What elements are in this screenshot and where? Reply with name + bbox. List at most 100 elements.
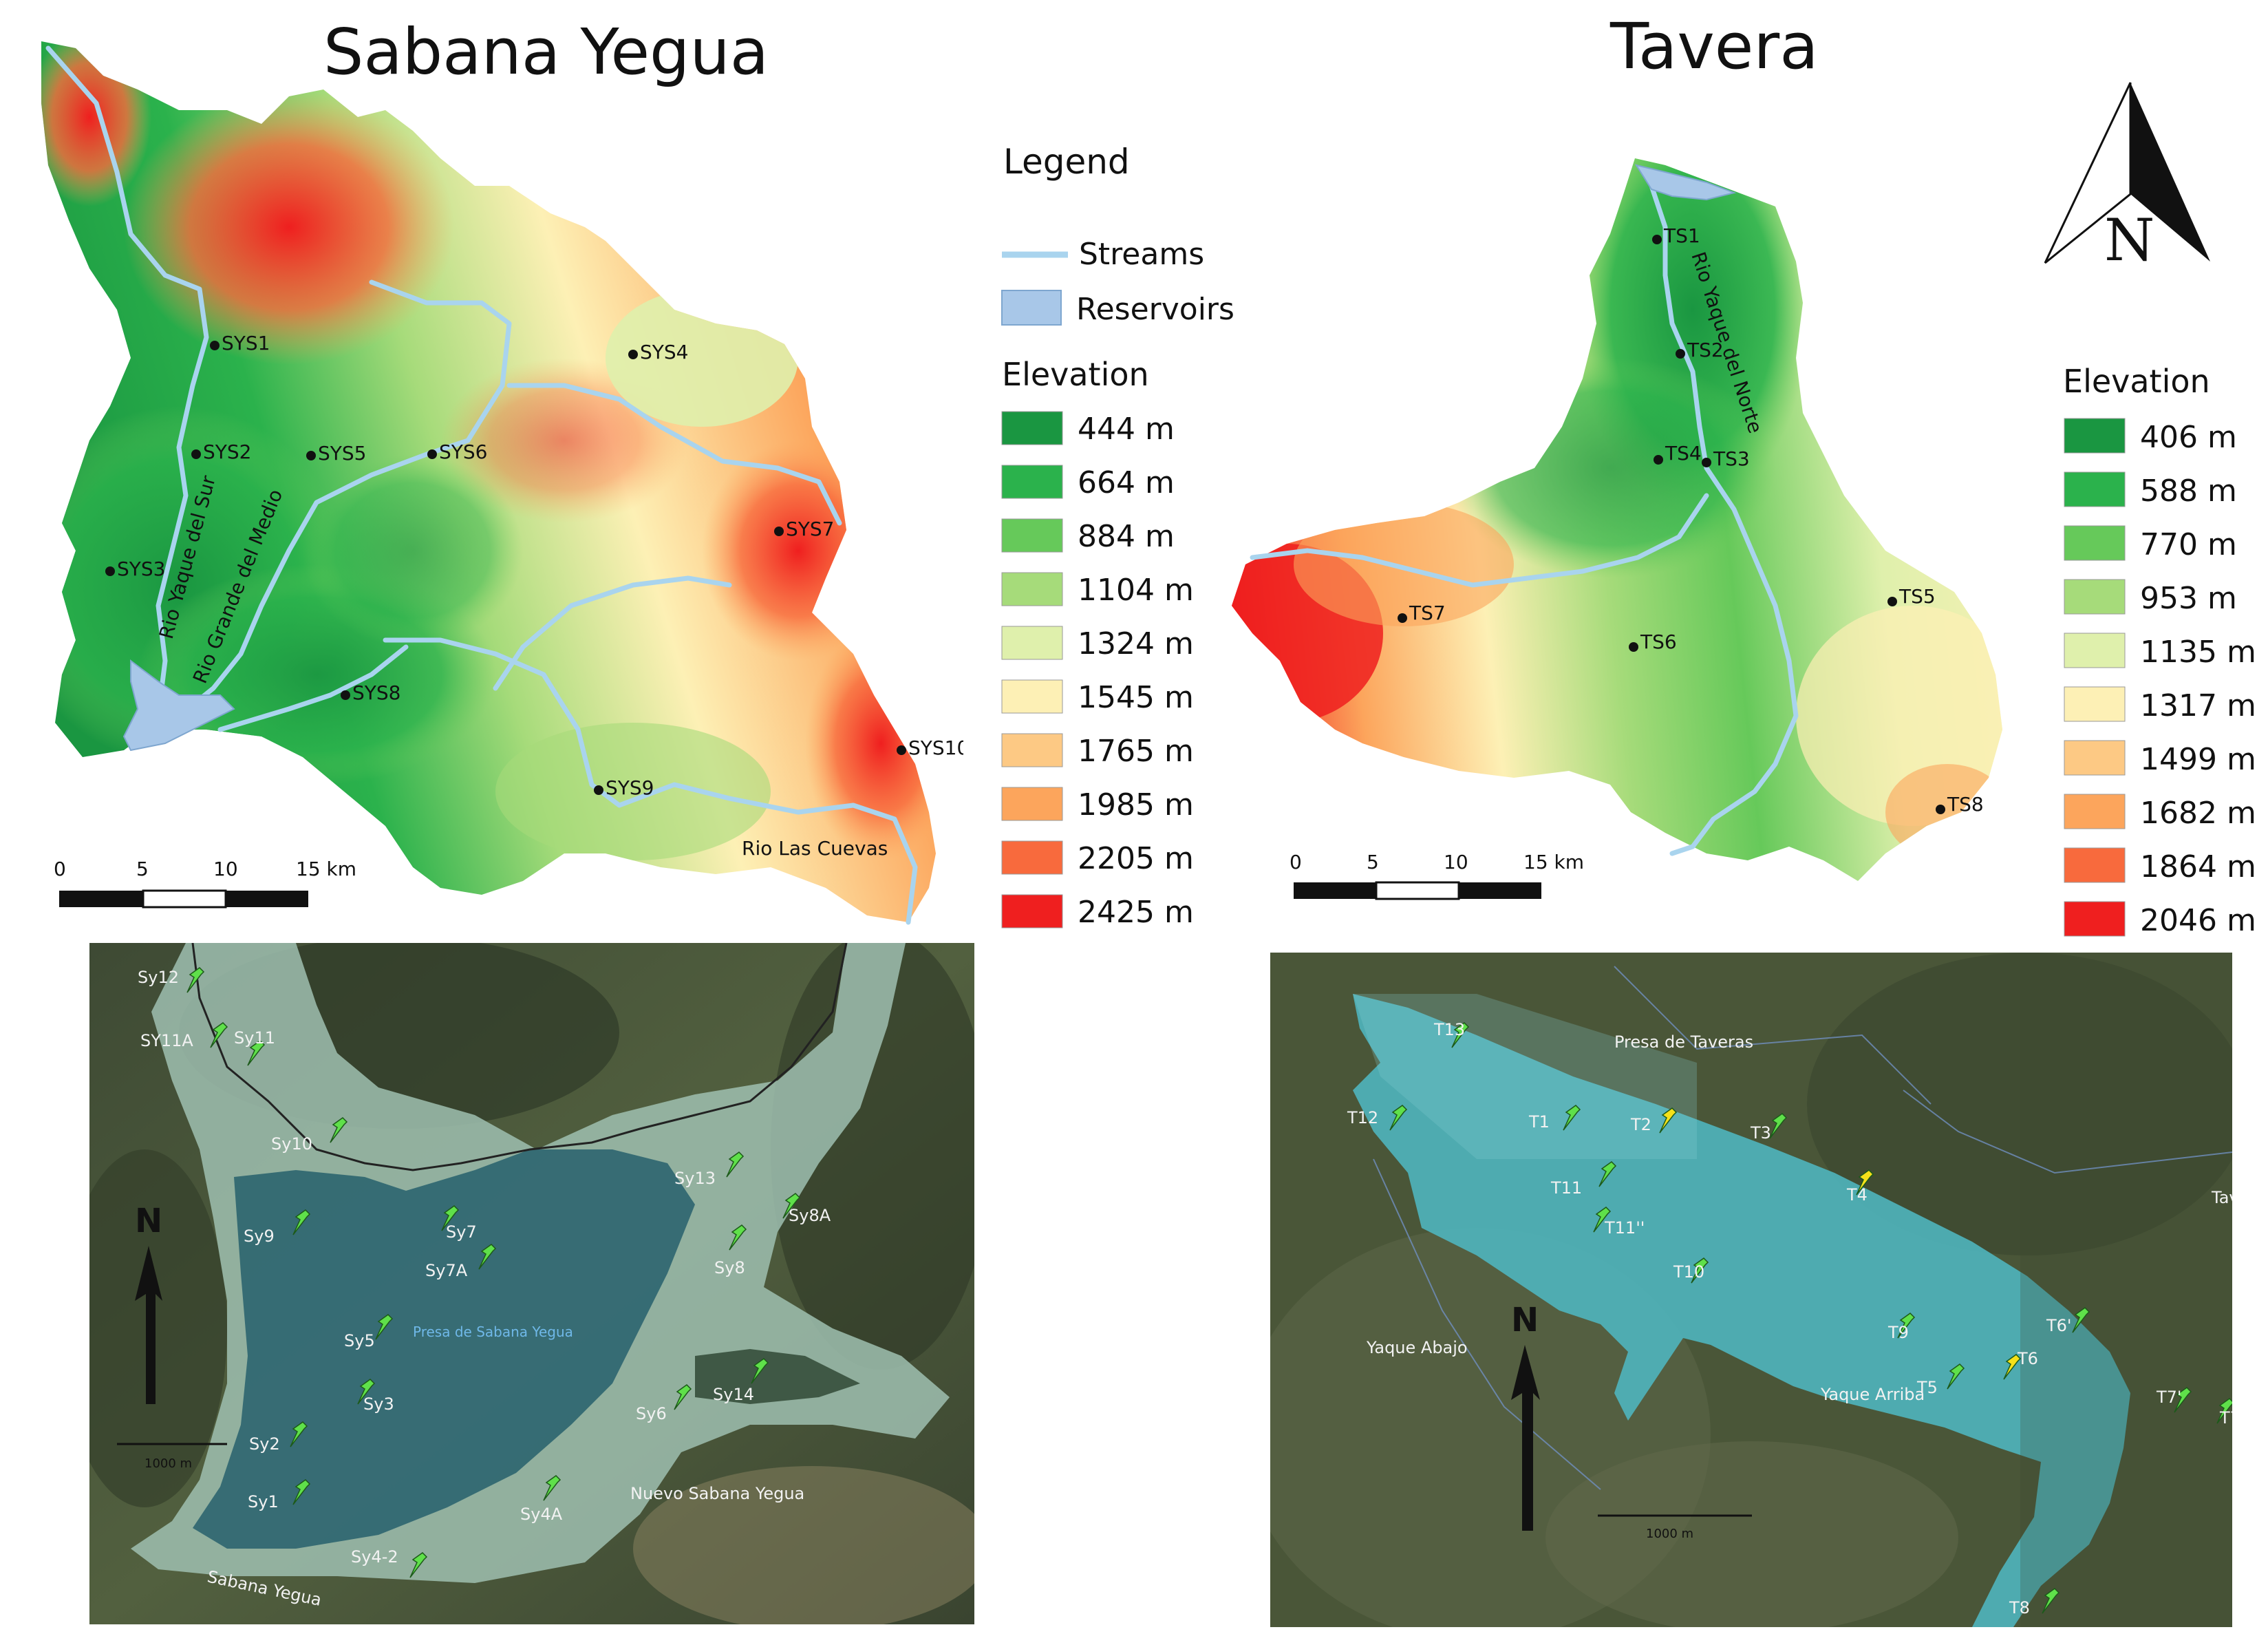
legend-swatch [1001, 626, 1063, 660]
site-dot [1676, 349, 1685, 359]
site-label-sys3: SYS3 [117, 558, 165, 580]
sabana-sites: SYS1 SYS2 SYS3 SYS4 SYS5 SYS6 SYS7 SYS8 … [105, 332, 963, 799]
legend-class-label: 2046 m [2140, 903, 2256, 938]
legend-class-label: 1135 m [2140, 635, 2256, 670]
legend-swatch [1001, 518, 1063, 553]
place-label-yaque-arriba: Yaque Arriba [1820, 1385, 1925, 1404]
tavera-boundary-lines [1373, 966, 2232, 1490]
legend-swatch [2064, 525, 2126, 561]
site-dot [191, 449, 201, 459]
map-pin-icon [1897, 1313, 1916, 1339]
site-dot [594, 785, 603, 795]
legend-swatch [1001, 840, 1063, 875]
site-dot [427, 449, 437, 459]
legend-swatch [2064, 471, 2126, 507]
site-dot [210, 341, 220, 350]
legend-swatch [1001, 787, 1063, 821]
map-pin-icon [1856, 1169, 1874, 1196]
map-pin-icon [292, 1209, 311, 1235]
sampling-point-label: Sy9 [244, 1227, 275, 1246]
tavera-legend-elevation-title: Elevation [2063, 363, 2210, 400]
map-pin-icon [186, 967, 205, 993]
place-label-tav: Tav [2211, 1188, 2232, 1207]
sampling-point-label: T5 [1916, 1378, 1938, 1397]
site-dot [1652, 235, 1662, 244]
site-label-sys10: SYS10 [908, 736, 963, 759]
legend-class-label: 1682 m [2140, 796, 2256, 831]
map-pin-icon [478, 1244, 497, 1270]
tavera-elevation-map: TS1 TS2 TS3 TS4 TS5 TS6 TS7 TS8 Rio Yaqu… [1232, 82, 2256, 938]
legend-swatch [2064, 579, 2126, 615]
sampling-point-label: T6 [2017, 1349, 2038, 1368]
sabana-yegua-title: Sabana Yegua [323, 15, 769, 89]
tavera-satellite-map: Presa de Taveras Yaque Abajo Yaque Arrib… [1270, 953, 2232, 1627]
place-label-nuevo-sabana-yegua: Nuevo Sabana Yegua [630, 1484, 804, 1503]
map-pin-icon [674, 1384, 692, 1410]
sat-north-label: N [135, 1202, 162, 1240]
site-dot [105, 566, 115, 576]
site-dot [774, 527, 784, 536]
sampling-point-label: T2 [1630, 1115, 1651, 1134]
legend-swatch [2064, 740, 2126, 776]
sampling-point-label: Sy7 [446, 1222, 477, 1242]
legend-class-label: 770 m [2140, 527, 2237, 562]
map-pin-icon [2003, 1354, 2022, 1380]
site-dot [1629, 642, 1638, 652]
tavera-reservoir-water [1353, 994, 2130, 1627]
sampling-point-label: T7' [2156, 1388, 2182, 1407]
map-pin-icon [375, 1314, 394, 1340]
map-pin-icon [1947, 1363, 1965, 1390]
legend-class-label: 588 m [2140, 474, 2237, 509]
map-pin-icon [782, 1193, 801, 1219]
sampling-point-label: T9 [1887, 1323, 1909, 1342]
legend-elevation-classes: 444 m 664 m 884 m 1104 m 1324 m 1545 m 1765 m 1… [1001, 411, 1194, 930]
map-pin-icon [1598, 1161, 1617, 1187]
legend-swatch [1001, 679, 1063, 714]
sampling-point-label: Sy8 [714, 1258, 745, 1277]
site-dot [1398, 613, 1407, 623]
site-label-ts6: TS6 [1640, 630, 1677, 653]
sampling-point-label: T1 [1528, 1112, 1550, 1132]
legend-class-label: 664 m [1078, 465, 1175, 500]
sampling-point-label: T10 [1673, 1262, 1704, 1282]
site-dot [306, 451, 316, 460]
site-dot [341, 690, 350, 700]
sabana-scalebar: 0 5 10 15 km [54, 858, 356, 909]
site-dot [1702, 458, 1711, 467]
site-label-sys7: SYS7 [786, 518, 834, 540]
sabana-reservoir [122, 659, 235, 752]
site-label-sys1: SYS1 [222, 332, 270, 354]
north-arrow-icon: N [135, 1202, 162, 1404]
sampling-point-label: Sy13 [674, 1169, 716, 1188]
scale-tick-15: 15 km [296, 858, 356, 880]
legend-class-label: 1765 m [1078, 734, 1194, 769]
legend-swatch [2064, 418, 2126, 454]
legend-class-label: 1104 m [1078, 573, 1194, 608]
sabana-sampling-points: Sy12 SY11A Sy11 Sy10 Sy9 Sy7 Sy7A Sy13 Sy8A Sy8 Sy… [138, 967, 831, 1578]
map-pin-icon [247, 1040, 266, 1066]
scale-tick-0: 0 [54, 858, 66, 880]
tavera-sampling-points: T13 T12 T1 T2 T3 T4 T11 T11'' T10 T9 T5 T6 T6' T7' T7 T… [1347, 1020, 2232, 1617]
north-arrow-icon: N [1511, 1301, 1540, 1531]
legend-class-label: 1545 m [1078, 680, 1194, 715]
site-dot [628, 350, 638, 359]
site-label-sys4: SYS4 [640, 341, 688, 363]
sampling-point-label: T13 [1433, 1020, 1465, 1039]
map-pin-icon [1691, 1257, 1709, 1284]
stream-label-las-cuevas: Rio Las Cuevas [742, 837, 888, 860]
site-label-ts7: TS7 [1409, 602, 1446, 624]
site-label-ts1: TS1 [1663, 224, 1700, 247]
map-pin-icon [2216, 1398, 2232, 1424]
sampling-point-label: T11'' [1604, 1218, 1645, 1238]
sampling-point-label: T8 [2009, 1598, 2030, 1617]
sabana-yegua-satellite-map: Presa de Sabana Yegua Nuevo Sabana Yegua… [89, 943, 974, 1624]
site-label-ts4: TS4 [1665, 442, 1702, 465]
sabana-reservoir-water [193, 1149, 695, 1549]
map-pin-icon [357, 1379, 376, 1405]
site-label-sys2: SYS2 [203, 441, 251, 463]
site-dot [1887, 597, 1897, 606]
legend-class-label: 1985 m [1078, 787, 1194, 822]
legend-swatch [2064, 847, 2126, 883]
site-dot [897, 745, 906, 755]
reservoirs-legend-swatch [1001, 290, 1062, 326]
